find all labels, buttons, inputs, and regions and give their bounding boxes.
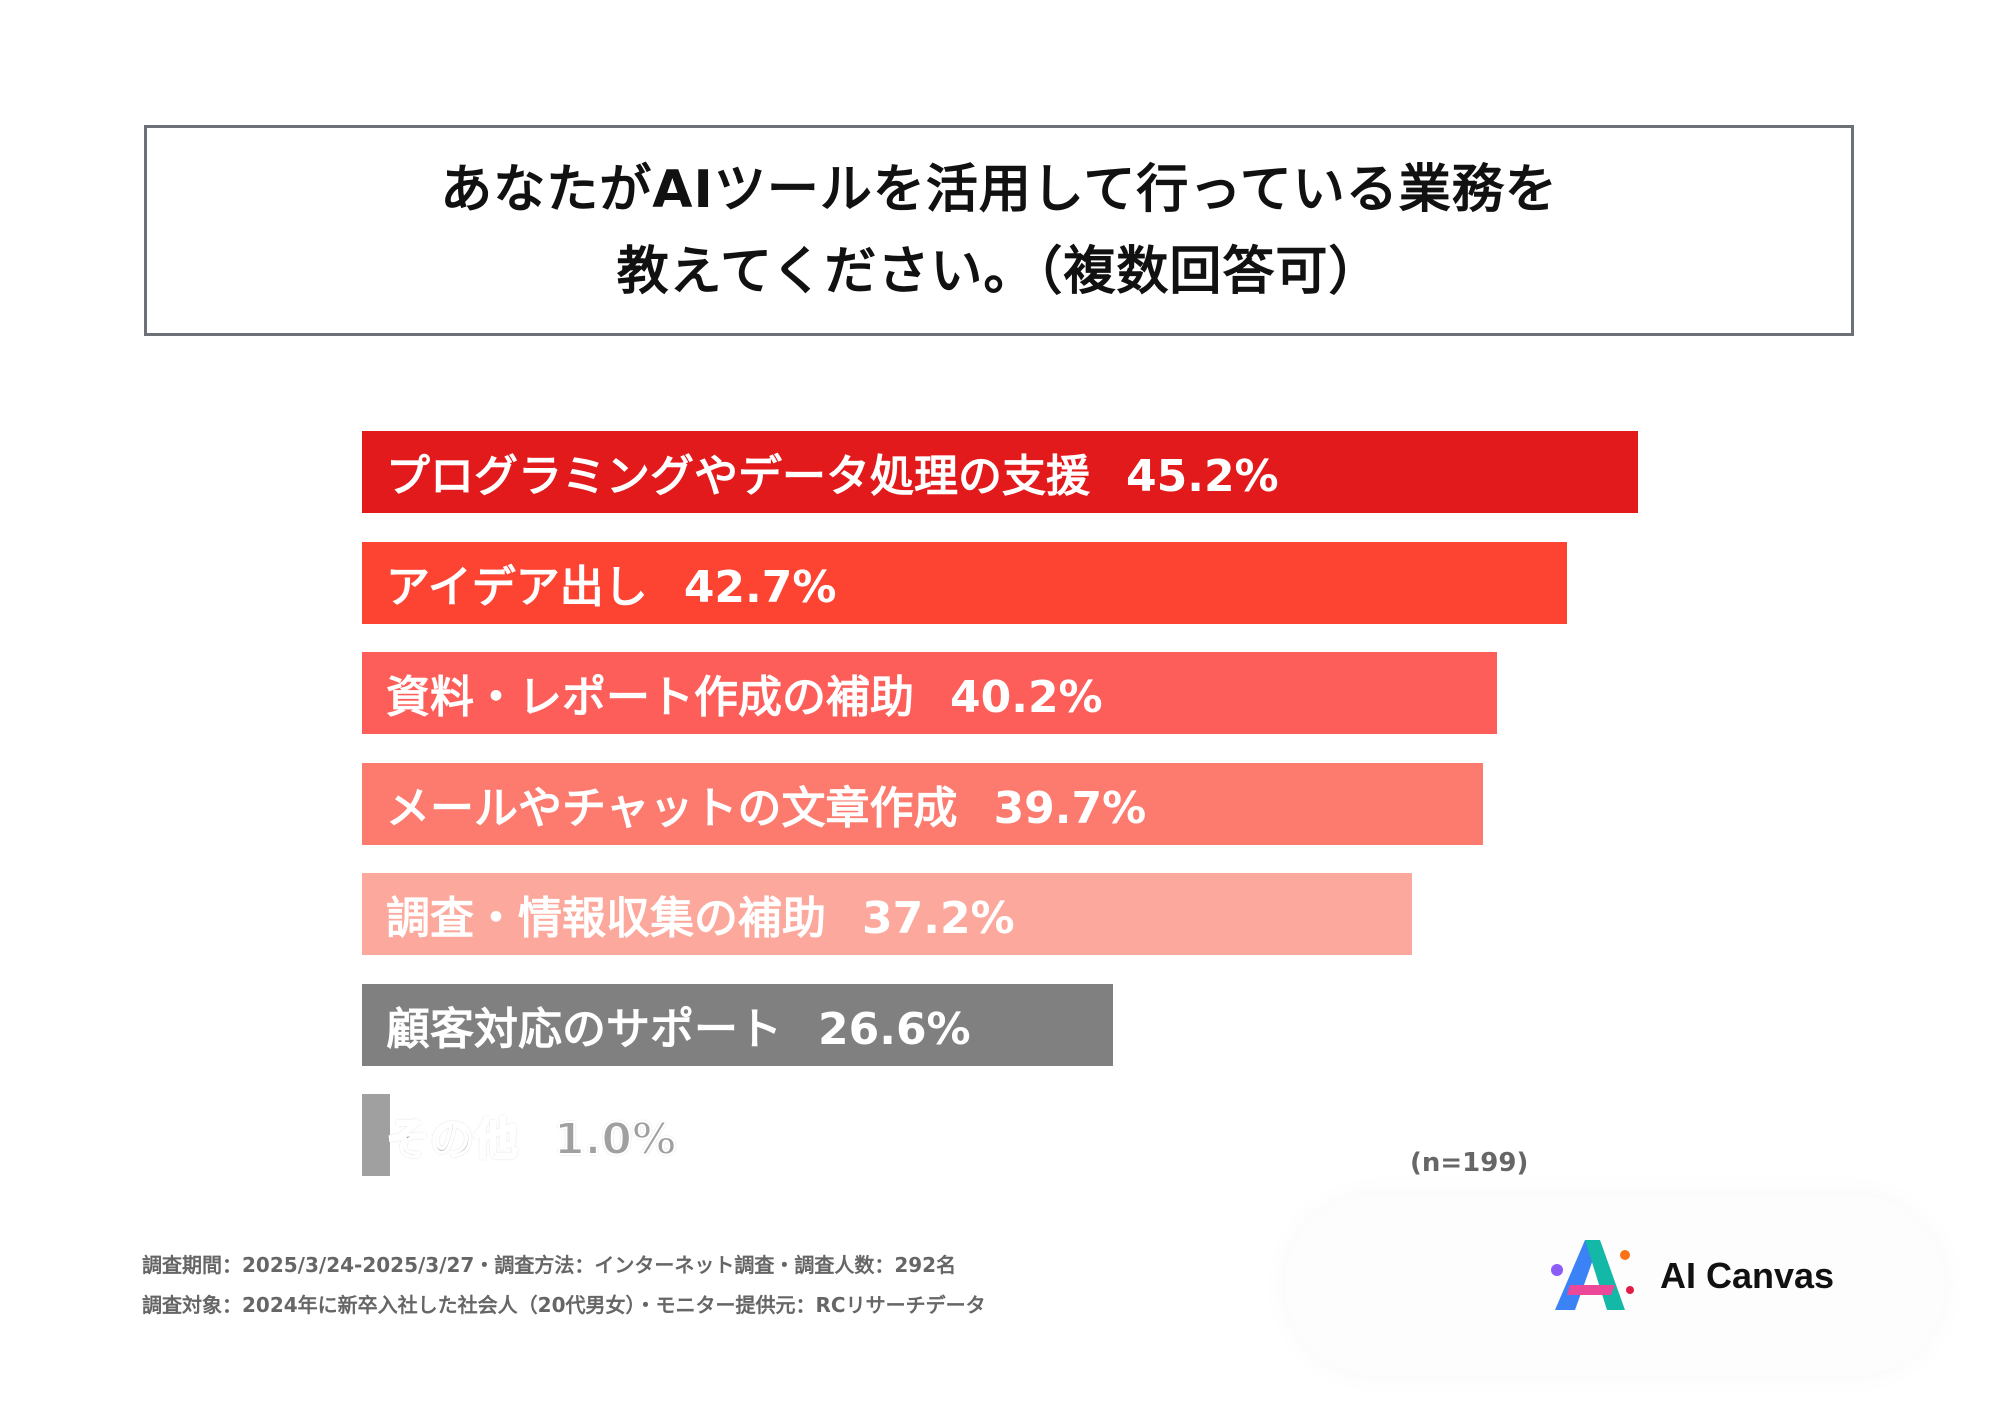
category-label: アイデア出し [386, 561, 648, 613]
survey-notes: 調査期間：2025/3/24-2025/3/27・調査方法：インターネット調査・… [142, 1245, 986, 1325]
bar-label: 資料・レポート作成の補助 40.2% [386, 661, 1103, 725]
value-label: 37.2% [862, 893, 1015, 944]
bar: アイデア出し 42.7% [362, 541, 1568, 624]
survey-note-1: 調査期間：2025/3/24-2025/3/27・調査方法：インターネット調査・… [142, 1253, 957, 1277]
category-label: 調査・情報収集の補助 [386, 893, 826, 944]
bar: メールやチャットの文章作成 39.7% [362, 762, 1483, 845]
ai-canvas-logo-icon [1551, 1240, 1634, 1310]
sample-size: (n=199) [1410, 1148, 1529, 1178]
title-line-1: あなたがAIツールを活用して行っている業務を [440, 159, 1558, 220]
survey-note-2: 調査対象：2024年に新卒入社した社会人（20代男女）・モニター提供元：RCリサ… [142, 1293, 986, 1317]
bar-label: プログラミングやデータ処理の支援 45.2% [386, 440, 1279, 504]
bar-label: その他 1.0% [385, 1103, 677, 1167]
chart-title: あなたがAIツールを活用して行っている業務を 教えてください。（複数回答可） [440, 149, 1557, 313]
bar-label: メールやチャットの文章作成 39.7% [386, 772, 1146, 836]
category-label: 資料・レポート作成の補助 [386, 672, 914, 723]
bar: その他 1.0% [362, 1094, 677, 1176]
bar: プログラミングやデータ処理の支援 45.2% [362, 431, 1638, 513]
logo-text: AI Canvas [1660, 1255, 1835, 1296]
value-label: 42.7% [683, 561, 837, 613]
value-label: 1.0% [553, 1113, 677, 1166]
bar-label: 顧客対応のサポート 26.6% [386, 993, 971, 1057]
category-label: その他 [385, 1113, 519, 1166]
title-line-2: 教えてください。（複数回答可） [616, 241, 1382, 302]
value-label: 39.7% [993, 782, 1147, 834]
value-label: 40.2% [950, 672, 1103, 723]
bar: 顧客対応のサポート 26.6% [362, 983, 1113, 1066]
bar-label: アイデア出し 42.7% [386, 551, 836, 615]
category-label: プログラミングやデータ処理の支援 [386, 451, 1090, 502]
value-label: 45.2% [1126, 451, 1279, 502]
title-box: あなたがAIツールを活用して行っている業務を 教えてください。（複数回答可） [144, 125, 1854, 336]
bar: 調査・情報収集の補助 37.2% [362, 873, 1413, 955]
bar-label: 調査・情報収集の補助 37.2% [386, 882, 1015, 946]
value-label: 26.6% [818, 1003, 971, 1055]
category-label: 顧客対応のサポート [386, 1003, 782, 1055]
bar: 資料・レポート作成の補助 40.2% [362, 652, 1497, 734]
category-label: メールやチャットの文章作成 [386, 782, 958, 834]
